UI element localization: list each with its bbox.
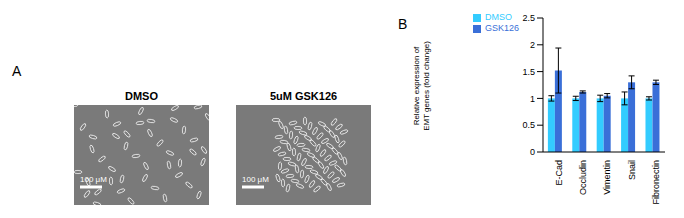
svg-text:Fibronectin: Fibronectin — [651, 160, 661, 205]
svg-text:100 μM: 100 μM — [242, 175, 269, 184]
html-text:5uM GSK126: 5uM GSK126 — [269, 90, 338, 102]
svg-text:EMT genes (fold change): EMT genes (fold change) — [422, 41, 431, 131]
svg-text:2.5: 2.5 — [522, 13, 535, 23]
svg-text:0.5: 0.5 — [522, 120, 535, 130]
html-text:DMSO: DMSO — [125, 90, 158, 102]
html-text:DMSO: DMSO — [485, 12, 512, 22]
svg-text:Relative expression of: Relative expression of — [412, 46, 421, 125]
svg-text:0: 0 — [530, 147, 535, 157]
svg-text:Snail: Snail — [627, 160, 637, 180]
html-text:B: B — [398, 16, 408, 32]
html-text:A: A — [12, 63, 22, 79]
html-text:GSK126: GSK126 — [485, 23, 519, 33]
svg-text:1.5: 1.5 — [522, 67, 535, 77]
svg-text:100 μM: 100 μM — [80, 175, 107, 184]
svg-text:2: 2 — [530, 40, 535, 50]
svg-text:1: 1 — [530, 94, 535, 104]
svg-text:Vimentin: Vimentin — [602, 160, 612, 195]
svg-text:E-Cad: E-Cad — [554, 160, 564, 186]
svg-text:Occludin: Occludin — [578, 160, 588, 195]
